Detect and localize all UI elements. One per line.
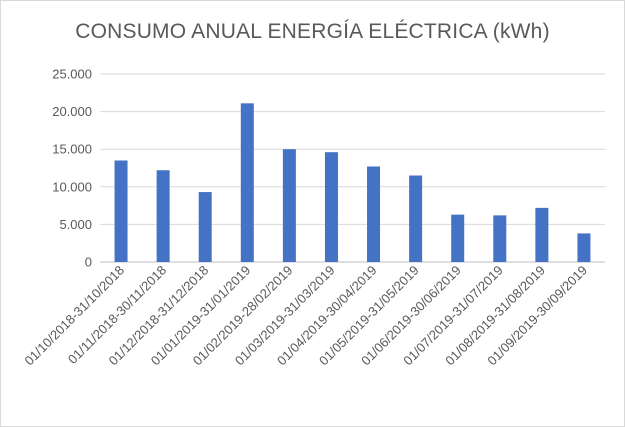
bars <box>114 103 591 262</box>
y-tick-label: 15.000 <box>52 142 92 157</box>
x-axis-ticks: 01/10/2018-31/10/201801/11/2018-30/11/20… <box>21 263 590 369</box>
y-axis-ticks: 0 5.000 10.000 15.000 20.000 25.000 <box>52 67 92 270</box>
y-tick-label: 10.000 <box>52 179 92 194</box>
y-tick-label: 20.000 <box>52 104 92 119</box>
bar <box>451 214 465 262</box>
bar <box>367 166 381 262</box>
bar <box>324 152 338 262</box>
y-tick-label: 5.000 <box>59 217 92 232</box>
bar <box>240 103 254 262</box>
bar <box>198 192 212 262</box>
bar <box>409 175 423 262</box>
bar <box>535 207 549 262</box>
y-tick-label: 0 <box>85 255 92 270</box>
bar <box>493 215 507 262</box>
bar <box>282 149 296 262</box>
bar <box>577 233 591 262</box>
bar <box>156 170 170 262</box>
chart-title: CONSUMO ANUAL ENERGÍA ELÉCTRICA (kWh) <box>75 20 550 43</box>
bar <box>114 160 128 262</box>
y-tick-label: 25.000 <box>52 67 92 82</box>
gridlines <box>100 73 605 263</box>
